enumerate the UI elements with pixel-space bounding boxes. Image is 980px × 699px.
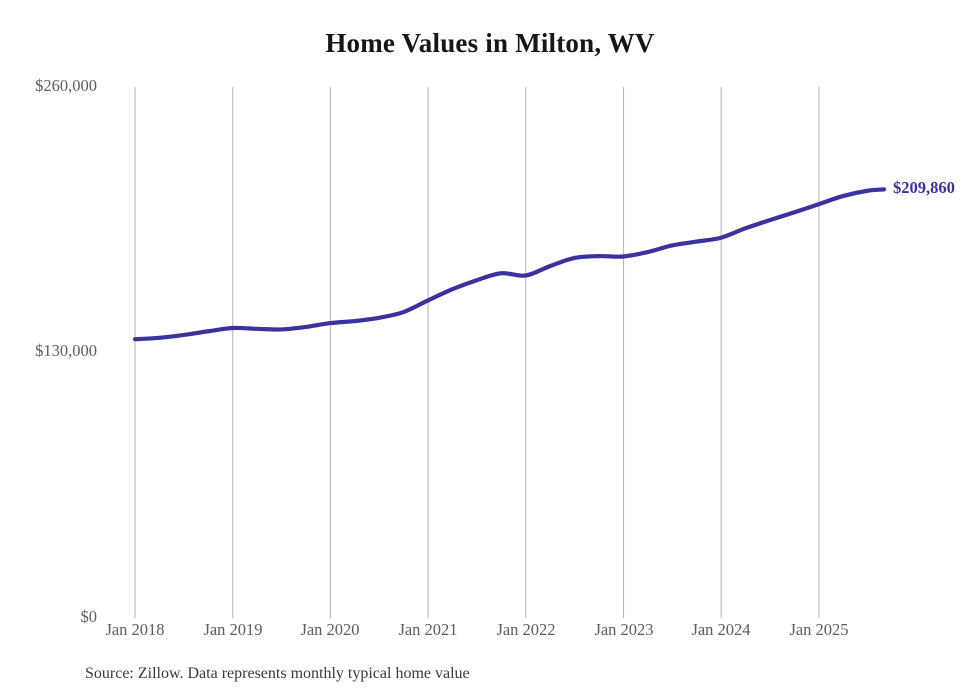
x-axis-tick-label-jan-2019: Jan 2019 [203, 620, 263, 639]
x-axis-tick-label-jan-2018: Jan 2018 [105, 620, 165, 639]
y-axis-tick-label-260000: $260,000 [35, 76, 97, 95]
data-series-line [132, 187, 887, 342]
x-axis-tick-label-jan-2022: Jan 2022 [496, 620, 556, 639]
chart-title: Home Values in Milton, WV [325, 28, 655, 58]
x-axis-tick-label-jan-2024: Jan 2024 [691, 620, 751, 639]
y-axis-tick-label-130000: $130,000 [35, 341, 97, 360]
x-axis-tick-label-jan-2021: Jan 2021 [398, 620, 458, 639]
series-end-value-label: $209,860 [893, 178, 955, 198]
y-axis-tick-label-0: $0 [80, 607, 98, 626]
source-note: Source: Zillow. Data represents monthly … [85, 665, 470, 682]
x-axis-tick-label-jan-2020: Jan 2020 [300, 620, 360, 639]
gridlines [134, 87, 820, 618]
x-axis-tick-label-jan-2025: Jan 2025 [789, 620, 849, 639]
x-axis-tick-label-jan-2023: Jan 2023 [594, 620, 654, 639]
